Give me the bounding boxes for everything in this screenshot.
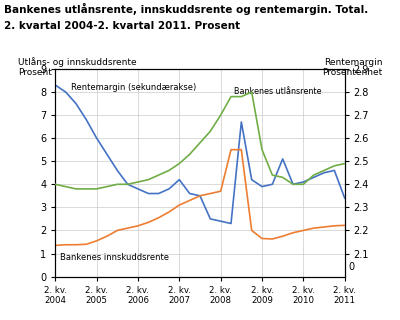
Text: 2. kvartal 2004-2. kvartal 2011. Prosent: 2. kvartal 2004-2. kvartal 2011. Prosent	[4, 21, 240, 31]
Text: Rentemargin: Rentemargin	[324, 58, 382, 67]
Text: Bankenes innskuddsrente: Bankenes innskuddsrente	[60, 253, 170, 262]
Text: Bankenes utlånsrente: Bankenes utlånsrente	[234, 87, 322, 96]
Text: Utlåns- og innskuddsrente: Utlåns- og innskuddsrente	[18, 57, 136, 67]
Text: Prosent: Prosent	[18, 68, 52, 77]
Text: 0: 0	[349, 262, 355, 272]
Text: Bankenes utlånsrente, innskuddsrente og rentemargin. Total.: Bankenes utlånsrente, innskuddsrente og …	[4, 3, 368, 15]
Text: Prosentenhet: Prosentenhet	[322, 68, 382, 77]
Text: Rentemargin (sekundærakse): Rentemargin (sekundærakse)	[71, 83, 196, 92]
